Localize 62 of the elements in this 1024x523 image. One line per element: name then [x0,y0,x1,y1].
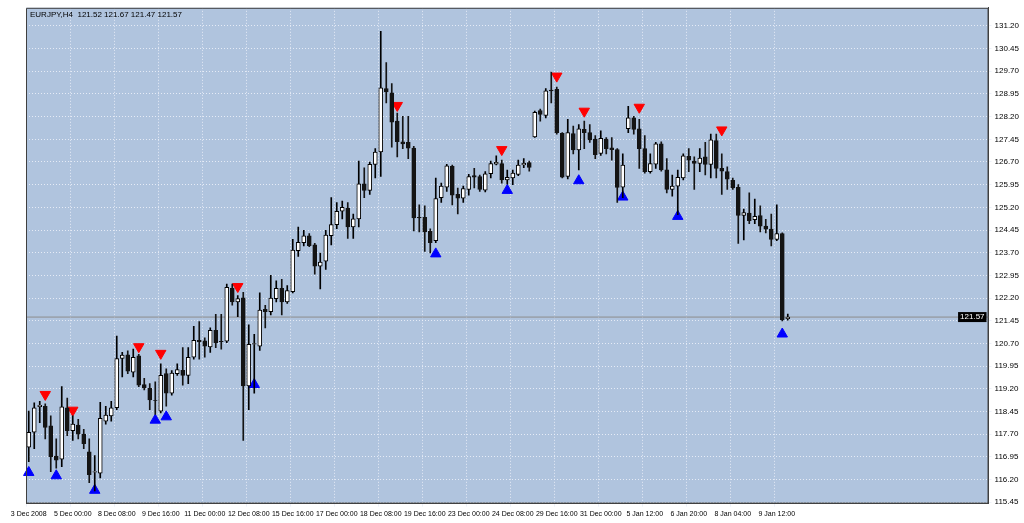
y-tick-label: 124.45 [994,225,1020,235]
y-tick-label: 127.45 [994,134,1020,144]
candlestick [669,174,675,197]
candlestick [455,187,461,215]
point [160,410,172,421]
candlestick [471,168,477,189]
candlestick [746,192,752,224]
candlestick [202,337,208,358]
point [501,183,513,194]
candlestick [548,71,554,104]
candlestick [702,142,708,176]
point [573,174,585,185]
point [50,469,62,480]
candlestick [180,347,186,386]
y-tick-label: 126.70 [994,157,1020,167]
candlestick [405,116,411,159]
candlestick [581,120,587,150]
ref-line-label: 121.57 [960,312,986,322]
candlestick [741,208,747,241]
y-tick-label: 128.95 [994,89,1020,99]
chart-title: EURJPY,H4 121.52 121.67 121.47 121.57 [30,10,183,19]
y-tick-label: 118.45 [994,406,1019,416]
point [633,103,645,114]
y-tick-label: 120.70 [994,338,1020,348]
y-tick-label: 128.20 [994,111,1020,121]
point [578,107,590,118]
y-tick-label: 122.95 [994,270,1020,280]
y-tick-label: 116.95 [994,451,1019,461]
point [149,413,161,424]
candlestick [691,156,697,190]
point [496,146,508,157]
point [23,465,35,476]
y-tick-label: 129.70 [994,66,1020,76]
candlestick [262,304,268,329]
y-tick-label: 125.95 [994,179,1020,189]
candlestick [317,252,323,290]
candlestick [218,314,224,350]
y-tick-label: 123.70 [994,247,1020,257]
candlestick [235,295,241,318]
y-tick-label: 119.95 [994,361,1019,371]
candlestick [609,137,615,161]
y-tick-label: 125.20 [994,202,1020,212]
y-tick-label: 117.70 [994,429,1019,439]
candlestick [697,148,703,172]
candlestick [752,198,758,224]
point [776,327,788,338]
y-tick-label: 122.20 [994,293,1020,303]
candlestick [400,116,406,150]
point [716,126,728,137]
y-tick-label: 130.45 [994,43,1020,53]
candlestick [383,62,389,104]
y-tick-label: 119.20 [994,383,1019,393]
y-tick-label: 121.45 [994,315,1020,325]
point [551,72,563,83]
y-tick-label: 116.20 [994,474,1019,484]
y-tick-label: 115.45 [994,497,1019,507]
candlestick [361,167,367,198]
candlestick [774,204,780,241]
y-tick-label: 131.20 [994,21,1020,31]
point [430,247,442,258]
candlestick [504,169,510,185]
candlestick [119,352,125,378]
